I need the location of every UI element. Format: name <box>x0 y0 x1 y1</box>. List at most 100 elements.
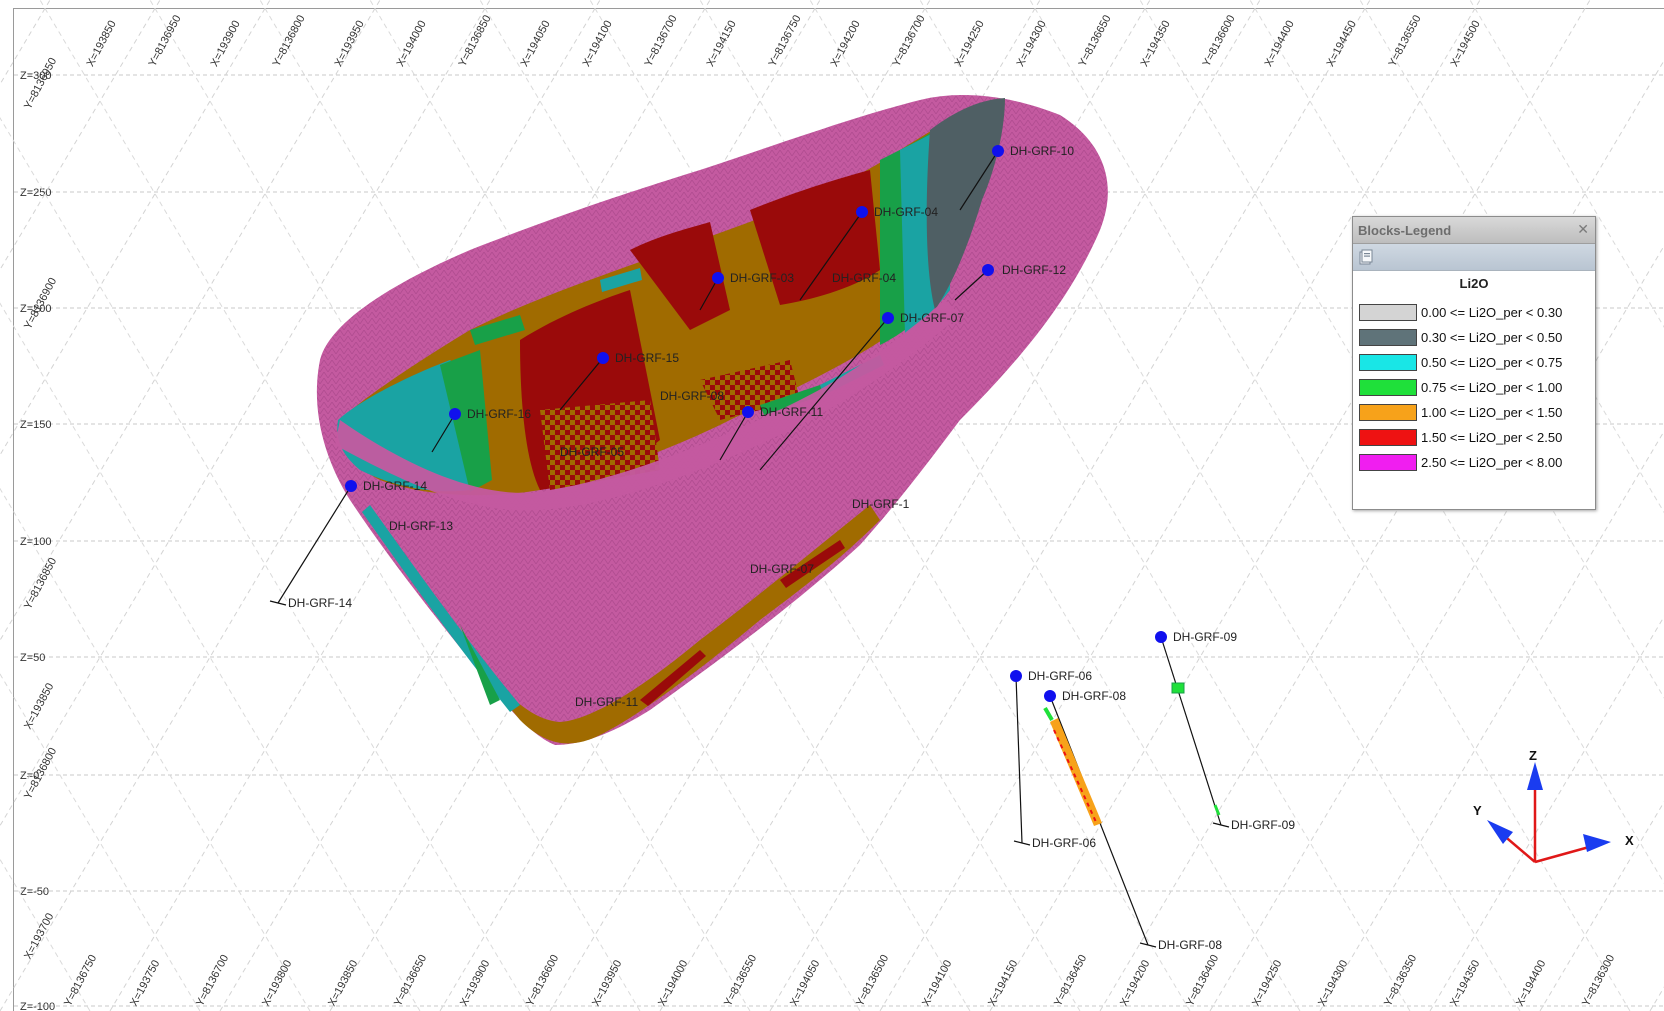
legend-row: 1.00 <= Li2O_per < 1.50 <box>1359 400 1595 425</box>
top-tick-label: X=193950 <box>333 19 367 69</box>
grid-diagonal-line <box>1029 0 1631 1011</box>
bottom-tick-label: X=194050 <box>788 958 822 1008</box>
z-axis-label: Z=100 <box>20 536 52 548</box>
drillhole-trace <box>719 411 749 461</box>
grid-diagonal-line <box>0 487 311 1011</box>
grid-diagonal-line <box>39 0 641 1011</box>
drillhole-collar[interactable] <box>1010 670 1022 682</box>
bottom-tick-label: X=194400 <box>1514 958 1548 1008</box>
grid-diagonal-line <box>0 673 201 1011</box>
drillhole-label: DH-GRF-15 <box>615 351 679 365</box>
drillhole-collar[interactable] <box>449 408 461 420</box>
drillhole-collar[interactable] <box>882 312 894 324</box>
drillhole-trace <box>277 485 352 604</box>
bottom-tick-label: Y=8136750 <box>62 953 99 1009</box>
intercept-dh-grf-09 <box>1171 682 1221 816</box>
drillhole-collar[interactable] <box>345 480 357 492</box>
left-tick-label: X=193850 <box>22 681 56 731</box>
drillhole-label: DH-GRF-08 <box>660 389 724 403</box>
grid-diagonal-line <box>0 0 601 1011</box>
drillhole-trace <box>1015 675 1023 844</box>
drillhole-trace <box>759 317 889 471</box>
bottom-tick-label: X=193950 <box>590 958 624 1008</box>
legend-row: 1.50 <= Li2O_per < 2.50 <box>1359 425 1595 450</box>
slate-zone <box>926 98 1005 310</box>
drillhole-end-tick <box>1212 822 1230 828</box>
bottom-tick-label: Y=8136300 <box>1580 953 1617 1009</box>
top-tick-label: X=194300 <box>1015 19 1049 69</box>
bottom-tick-label: X=194200 <box>1118 958 1152 1008</box>
legend-swatch <box>1359 429 1417 446</box>
grid-diagonal-line <box>0 116 531 1011</box>
drillhole-trace <box>954 269 989 301</box>
bottom-tick-label: X=194250 <box>1250 958 1284 1008</box>
legend-range-label: 1.50 <= Li2O_per < 2.50 <box>1421 430 1563 445</box>
legend-row: 0.75 <= Li2O_per < 1.00 <box>1359 375 1595 400</box>
z-axis-label: Z=300 <box>20 70 52 82</box>
bottom-tick-label: X=193800 <box>260 958 294 1008</box>
drillhole-trace <box>959 150 999 211</box>
bottom-tick-label: Y=8136700 <box>194 953 231 1009</box>
legend-swatch <box>1359 454 1417 471</box>
top-tick-label: Y=8136650 <box>1077 13 1114 69</box>
bottom-tick-label: X=194350 <box>1448 958 1482 1008</box>
drillhole-end-tick <box>1139 942 1157 948</box>
drillhole-collar[interactable] <box>1044 690 1056 702</box>
drillhole-label: DH-GRF-07 <box>900 311 964 325</box>
bottom-tick-label: Y=8136650 <box>392 953 429 1009</box>
top-tick-label: X=194050 <box>519 19 553 69</box>
bottom-tick-label: X=194300 <box>1316 958 1350 1008</box>
bottom-tick-label: X=193900 <box>458 958 492 1008</box>
drillhole-label: DH-GRF-12 <box>1002 263 1066 277</box>
drillhole-collar[interactable] <box>856 206 868 218</box>
drillhole-end-label: DH-GRF-08 <box>1158 938 1222 952</box>
drillhole-trace <box>1160 636 1222 826</box>
blocks-legend-window[interactable]: Blocks-Legend ✕ Li2O 0.00 <= Li2O_per < … <box>1352 216 1596 510</box>
top-tick-label: Y=8136550 <box>1387 13 1424 69</box>
grid-diagonal-line <box>989 0 1591 1011</box>
drillhole-trace <box>431 413 456 453</box>
legend-row: 2.50 <= Li2O_per < 8.00 <box>1359 450 1595 475</box>
drillhole-collar[interactable] <box>1155 631 1167 643</box>
drillhole-end-tick <box>269 600 287 606</box>
grid-diagonal-line <box>0 0 491 827</box>
drillhole-collar[interactable] <box>982 264 994 276</box>
drillhole-collar[interactable] <box>712 272 724 284</box>
drillhole-label: DH-GRF-04 <box>832 271 896 285</box>
drillhole-label: DH-GRF-11 <box>575 695 638 709</box>
legend-title: Blocks-Legend <box>1358 223 1452 238</box>
drillhole-end-label: DH-GRF-09 <box>1231 818 1295 832</box>
left-tick-label: X=193700 <box>22 911 56 961</box>
bottom-tick-label: X=193750 <box>128 958 162 1008</box>
drillhole-end-label: DH-GRF-14 <box>288 596 352 610</box>
drillhole-label: DH-GRF-10 <box>1010 144 1074 158</box>
close-icon[interactable]: ✕ <box>1577 221 1589 237</box>
top-tick-label: X=193900 <box>209 19 243 69</box>
drillhole-collar[interactable] <box>597 352 609 364</box>
z-axis-label: Z=200 <box>20 303 52 315</box>
top-tick-label: X=194250 <box>953 19 987 69</box>
drillhole-collar[interactable] <box>742 406 754 418</box>
drillhole-collar[interactable] <box>992 145 1004 157</box>
grid-diagonal-line <box>1649 986 1664 1011</box>
bottom-tick-label: X=194000 <box>656 958 690 1008</box>
viewport-frame <box>13 8 1664 1011</box>
legend-swatch <box>1359 379 1417 396</box>
drillhole-label: DH-GRF-03 <box>730 271 794 285</box>
bottom-tick-label: Y=8136450 <box>1052 953 1089 1009</box>
legend-range-label: 0.75 <= Li2O_per < 1.00 <box>1421 380 1563 395</box>
legend-titlebar[interactable]: Blocks-Legend ✕ <box>1353 217 1595 244</box>
export-icon[interactable] <box>1359 249 1373 265</box>
grid-diagonal-line <box>1359 0 1664 514</box>
grid-diagonal-line <box>0 302 421 1011</box>
bottom-tick-label: Y=8136600 <box>524 953 561 1009</box>
axis-triad: Z Y X <box>1473 750 1634 864</box>
top-tick-label: Y=8136950 <box>147 13 184 69</box>
legend-toolbar <box>1353 244 1595 271</box>
grid-diagonal-line <box>699 0 1301 1011</box>
top-tick-label: Y=8136850 <box>457 13 494 69</box>
top-tick-label: X=194500 <box>1449 19 1483 69</box>
legend-range-label: 0.00 <= Li2O_per < 0.30 <box>1421 305 1563 320</box>
